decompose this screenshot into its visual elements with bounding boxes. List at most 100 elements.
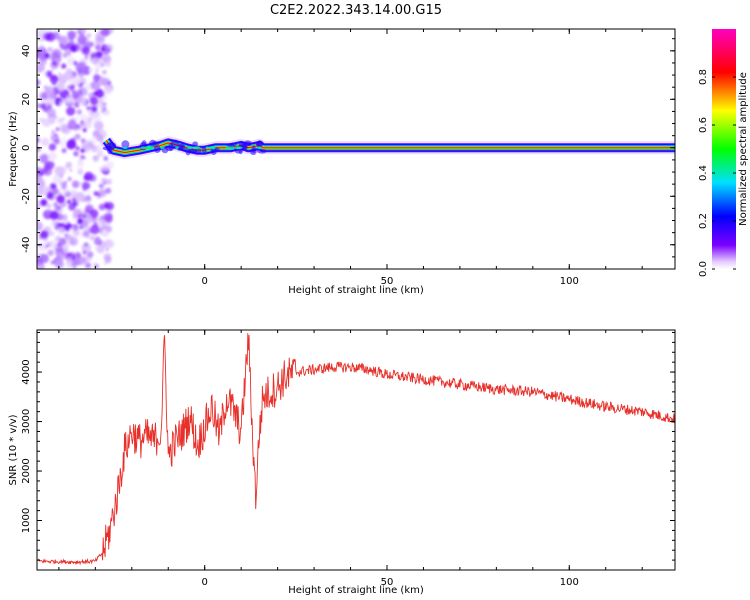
colorbar-label: Normalized spectral amplitude <box>738 72 749 226</box>
noise-blob <box>102 95 108 100</box>
noise-blob <box>67 119 72 123</box>
snr-xlabel: Height of straight line (km) <box>288 585 424 596</box>
noise-blob <box>64 180 68 184</box>
colorbar-gradient <box>712 29 736 269</box>
noise-blob <box>57 227 66 236</box>
noise-blob <box>42 118 52 127</box>
noise-blob <box>101 29 110 37</box>
noise-blob <box>76 29 87 35</box>
noise-blob <box>66 139 77 150</box>
noise-blob <box>84 262 92 269</box>
noise-blob <box>38 185 49 196</box>
noise-blob <box>58 237 67 246</box>
noise-blob <box>88 68 94 73</box>
noise-blob <box>105 238 111 244</box>
x-tick-label: 50 <box>381 276 394 287</box>
noise-blob <box>101 163 109 172</box>
noise-blob <box>76 218 84 225</box>
noise-blob <box>59 89 70 100</box>
colorbar-ticks: 0.0 0.2 0.4 0.6 0.8 <box>698 69 736 277</box>
noise-blob <box>95 71 99 74</box>
noise-blob <box>61 214 68 221</box>
noise-blob <box>89 235 96 241</box>
noise-blob <box>39 117 45 123</box>
noise-blob <box>90 80 101 91</box>
noise-blob <box>50 222 57 229</box>
noise-blob <box>92 113 102 123</box>
signal-blob <box>121 140 130 149</box>
noise-blob <box>80 120 84 124</box>
snr-panel: 0 50 100 1000 2000 3000 4000 Height of straigh… <box>8 329 676 596</box>
noise-blob <box>88 109 92 113</box>
x-tick-label: 100 <box>560 577 579 588</box>
noise-blob <box>63 221 68 225</box>
noise-blob <box>72 115 79 123</box>
noise-blob <box>59 123 69 133</box>
noise-blob <box>105 108 109 111</box>
snr-frame <box>36 329 676 571</box>
noise-blob <box>105 247 109 251</box>
noise-blob <box>45 86 55 96</box>
signal-blob <box>153 145 161 153</box>
noise-blob <box>40 230 49 239</box>
signal-blob <box>255 140 264 147</box>
noise-blob <box>77 35 87 45</box>
signal-blob <box>192 141 198 147</box>
noise-blob <box>97 193 101 197</box>
noise-blob <box>77 233 83 238</box>
noise-blob <box>90 209 99 218</box>
noise-blob <box>78 86 88 97</box>
noise-blob <box>55 259 64 269</box>
noise-blob <box>44 72 48 76</box>
noise-blob <box>81 46 91 55</box>
noise-blob <box>82 127 87 133</box>
noise-blob <box>69 169 73 172</box>
y-tick-label: 4000 <box>21 359 32 384</box>
noise-blob <box>47 97 56 106</box>
x-tick-label: 0 <box>202 577 208 588</box>
noise-blob <box>37 174 43 184</box>
noise-blob <box>59 184 70 195</box>
noise-blob <box>92 155 100 162</box>
colorbar-tick-label: 0.8 <box>698 69 709 85</box>
signal-blob <box>170 139 180 148</box>
noise-blob <box>41 137 49 145</box>
noise-blob <box>102 70 107 75</box>
noise-blob <box>68 95 72 98</box>
colorbar-tick-label: 0.2 <box>698 213 709 229</box>
noise-blob <box>77 168 84 175</box>
noise-blob <box>66 229 70 233</box>
noise-blob <box>73 266 77 269</box>
noise-blob <box>100 47 105 52</box>
noise-blob <box>38 264 42 268</box>
noise-blob <box>67 85 71 89</box>
noise-blob <box>99 184 103 188</box>
noise-blob <box>73 81 78 86</box>
signal-blob <box>256 148 267 154</box>
noise-blob <box>48 143 57 151</box>
snr-content <box>37 333 675 566</box>
signal-blob-bright <box>205 146 209 150</box>
noise-blob <box>95 34 106 44</box>
spectrogram-panel: 0 50 100 -40 -20 0 20 40 Height of straight lin… <box>8 28 676 296</box>
noise-blob <box>95 144 104 153</box>
noise-blob <box>67 176 72 182</box>
noise-blob <box>84 215 93 224</box>
noise-blob <box>93 191 97 195</box>
y-tick-label: 1000 <box>21 508 32 533</box>
y-tick-label: 3000 <box>21 409 32 434</box>
noise-blob <box>98 98 104 105</box>
noise-blob <box>56 166 66 176</box>
noise-blob <box>59 200 67 208</box>
noise-blob <box>70 227 75 232</box>
noise-blob <box>80 114 88 122</box>
noise-blob <box>75 146 80 151</box>
snr-ylabel: SNR (10 * v/v) <box>8 414 19 485</box>
snr-ticks: 0 50 100 1000 2000 3000 4000 <box>21 330 675 588</box>
noise-blob <box>40 154 50 163</box>
noise-blob <box>103 59 112 67</box>
noise-blob <box>86 106 90 110</box>
noise-blob <box>96 245 105 254</box>
noise-blob <box>58 72 62 76</box>
